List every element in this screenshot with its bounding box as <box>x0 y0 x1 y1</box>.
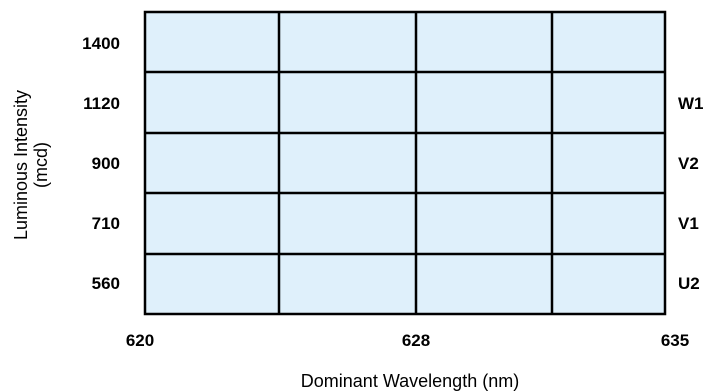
bin-label-v1: V1 <box>678 214 699 233</box>
x-tick-label-635: 635 <box>661 331 689 350</box>
y-tick-label-560: 560 <box>92 274 120 293</box>
plot-border <box>143 10 667 316</box>
x-axis-title: Dominant Wavelength (nm) <box>301 371 519 391</box>
grid-lines <box>145 12 665 314</box>
y-tick-label-1120: 1120 <box>83 94 120 113</box>
y-axis-title-line-1: Luminous Intensity <box>11 90 31 240</box>
y-tick-label-1400: 1400 <box>82 34 120 53</box>
bin-label-u2: U2 <box>678 274 700 293</box>
y-axis-title-line-2: (mcd) <box>31 142 51 188</box>
y-tick-label-900: 900 <box>92 154 120 173</box>
bin-label-v2: V2 <box>678 154 699 173</box>
y-axis-title: Luminous Intensity (mcd) <box>11 90 51 240</box>
x-tick-label-620: 620 <box>126 331 154 350</box>
x-tick-label-628: 628 <box>402 331 430 350</box>
y-tick-label-710: 710 <box>92 214 120 233</box>
bin-label-w1: W1 <box>678 94 704 113</box>
plot-area <box>145 12 665 314</box>
